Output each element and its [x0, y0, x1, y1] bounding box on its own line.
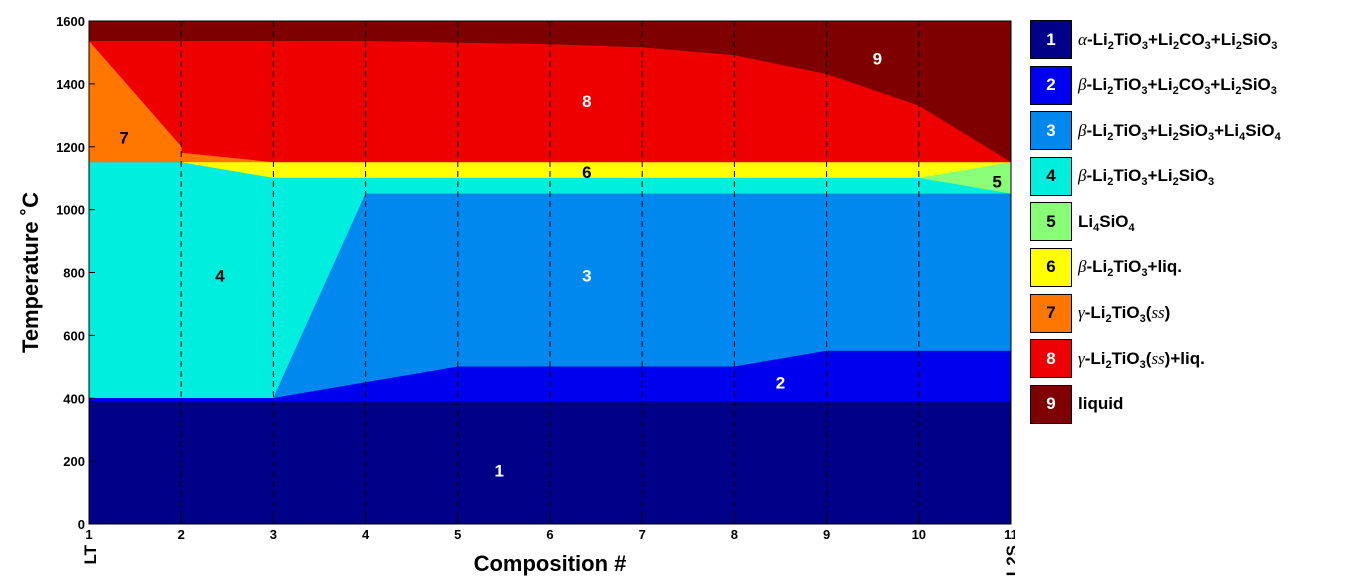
region-label-6: 6 [582, 163, 591, 182]
legend-swatch: 9 [1030, 385, 1072, 424]
x-tick-label: 1 [85, 527, 92, 542]
y-tick-label: 0 [78, 517, 85, 532]
y-tick-label: 1200 [56, 140, 85, 155]
x-tick-label: 6 [546, 527, 553, 542]
region-label-7: 7 [119, 128, 128, 147]
legend-swatch: 8 [1030, 339, 1072, 378]
y-tick-label: 1000 [56, 203, 85, 218]
legend-label: β-Li2TiO3+Li2CO3+Li2SiO3 [1078, 75, 1277, 95]
legend-label: γ-Li2TiO3(ss)+liq. [1078, 349, 1205, 369]
legend-label: α-Li2TiO3+Li2CO3+Li2SiO3 [1078, 30, 1277, 50]
x-tick-label: 8 [731, 527, 738, 542]
region-6 [181, 163, 1011, 179]
x-tick-label: 4 [362, 527, 370, 542]
x-axis-title: Composition # [474, 551, 627, 576]
legend-label: Li4SiO4 [1078, 212, 1135, 232]
x-tick-label: 5 [454, 527, 461, 542]
x-tick-label: 10 [912, 527, 926, 542]
legend-item-6: 6 β-Li2TiO3+liq. [1030, 248, 1350, 287]
y-tick-label: 600 [63, 328, 85, 343]
y-tick-label: 800 [63, 266, 85, 281]
x-tick-label: 3 [270, 527, 277, 542]
region-label-5: 5 [992, 172, 1001, 191]
legend-item-4: 4 β-Li2TiO3+Li2SiO3 [1030, 157, 1350, 196]
legend-label: β-Li2TiO3+Li2SiO3+Li4SiO4 [1078, 121, 1281, 141]
region-label-9: 9 [873, 50, 882, 69]
region-label-4: 4 [215, 267, 225, 286]
legend-swatch: 6 [1030, 248, 1072, 287]
x-tick-label: 7 [639, 527, 646, 542]
legend-swatch: 2 [1030, 66, 1072, 105]
legend-label: liquid [1078, 394, 1123, 414]
x-end-label-lt: LT [81, 544, 100, 564]
legend-item-5: 5 Li4SiO4 [1030, 202, 1350, 241]
y-tick-label: 1400 [56, 77, 85, 92]
legend-label: β-Li2TiO3+liq. [1078, 257, 1182, 277]
legend-item-8: 8 γ-Li2TiO3(ss)+liq. [1030, 339, 1350, 378]
legend-swatch: 5 [1030, 202, 1072, 241]
region-label-3: 3 [582, 267, 591, 286]
legend-label: β-Li2TiO3+Li2SiO3 [1078, 166, 1214, 186]
legend-swatch: 3 [1030, 111, 1072, 150]
legend-item-3: 3 β-Li2TiO3+Li2SiO3+Li4SiO4 [1030, 111, 1350, 150]
legend-swatch: 1 [1030, 20, 1072, 59]
region-label-1: 1 [495, 462, 504, 481]
legend-item-7: 7 γ-Li2TiO3(ss) [1030, 294, 1350, 333]
y-tick-label: 1600 [56, 14, 85, 29]
legend-swatch: 7 [1030, 294, 1072, 333]
region-label-2: 2 [776, 374, 785, 393]
legend-label: γ-Li2TiO3(ss) [1078, 303, 1170, 323]
legend-item-1: 1 α-Li2TiO3+Li2CO3+Li2SiO3 [1030, 20, 1350, 59]
legend-item-2: 2 β-Li2TiO3+Li2CO3+Li2SiO3 [1030, 66, 1350, 105]
x-end-label-l2s: L2S [1003, 545, 1015, 576]
region-label-8: 8 [582, 92, 591, 111]
legend: 1 α-Li2TiO3+Li2CO3+Li2SiO3 2 β-Li2TiO3+Li2C… [1030, 20, 1350, 430]
y-tick-label: 400 [63, 391, 85, 406]
y-tick-label: 200 [63, 454, 85, 469]
legend-swatch: 4 [1030, 157, 1072, 196]
legend-item-9: 9 liquid [1030, 385, 1350, 424]
x-tick-label: 11 [1004, 527, 1015, 542]
phase-diagram-chart: 1 2 3 4 5 6 7 8 9 10 11020040060080010001200140016… [0, 0, 1015, 588]
x-tick-label: 9 [823, 527, 830, 542]
y-axis-title: Temperature ˚C [18, 192, 43, 353]
x-tick-label: 2 [178, 527, 185, 542]
